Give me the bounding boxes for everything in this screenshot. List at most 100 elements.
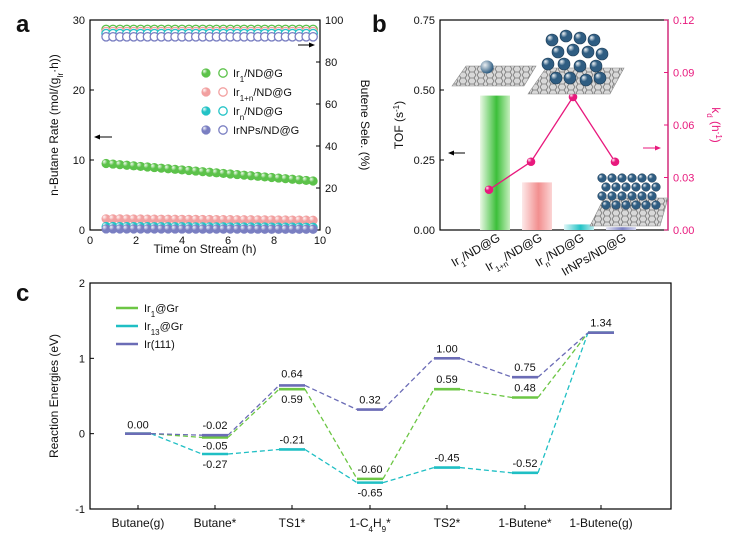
panel-c-y-tick-label: 2 (79, 278, 85, 290)
energy-data-label: 0.00 (127, 420, 148, 432)
panel-label-a: a (16, 11, 30, 38)
energy-data-label: -0.60 (357, 464, 382, 476)
energy-connector (304, 384, 358, 411)
panel-c-category-label: Butane(g) (112, 516, 165, 530)
panel-c-legend: Ir1@Gr Ir13@Gr Ir(111) (116, 303, 183, 351)
energy-data-label: 1.34 (590, 318, 611, 330)
panel-a-right-tick-label: 60 (325, 99, 337, 111)
panel-b-right-tick-label: 0.06 (673, 120, 694, 132)
energy-data-label: 0.59 (436, 374, 457, 386)
legend-entry: Ir13@Gr (144, 321, 183, 337)
energy-data-label: -0.27 (202, 459, 227, 471)
legend-open-marker (218, 125, 228, 135)
panel-label-c: c (16, 280, 29, 307)
legend-entry: Ir(111) (144, 339, 175, 351)
panel-a-right-ticks: 0 20 40 60 80 100 (316, 15, 343, 237)
energy-data-label: 0.64 (281, 368, 302, 380)
panel-c-category-label: 1-Butene(g) (569, 516, 632, 530)
panel-b-kd-line (484, 92, 620, 195)
legend-open-marker (218, 106, 228, 116)
energy-data-label: -0.21 (279, 434, 304, 446)
energy-connector (227, 384, 280, 436)
panel-a-left-arrow (94, 134, 112, 140)
energy-connector (382, 357, 435, 411)
panel-a-left-tick-label: 20 (73, 85, 85, 97)
energy-data-label: -0.05 (202, 440, 227, 452)
energy-connector (537, 332, 589, 378)
energy-data-label: 0.59 (281, 394, 302, 406)
panel-c-category-label: TS2* (434, 516, 461, 530)
energy-data-label: -0.45 (434, 453, 459, 465)
panel-a-left-tick-label: 0 (79, 225, 85, 237)
panel-a-right-tick-label: 40 (325, 141, 337, 153)
energy-connector (459, 357, 513, 378)
panel-b-right-arrow (643, 145, 661, 151)
energy-data-label: -0.02 (202, 420, 227, 432)
panel-c-y-tick-label: -1 (75, 504, 85, 516)
panel-label-b: b (372, 11, 387, 38)
energy-connector (304, 388, 358, 480)
panel-a-right-arrow (298, 42, 315, 48)
panel-b-chart: 0.00 0.25 0.50 0.75 0.00 0.03 0.06 0.09 0.12 Ir… (392, 15, 724, 279)
panel-a-x-tick-label: 4 (179, 235, 185, 247)
energy-data-label: 0.75 (514, 362, 535, 374)
panel-a-x-ticks: 0 2 4 6 8 10 (87, 226, 326, 247)
energy-connector (382, 466, 435, 484)
panel-c-data-labels: 0.00 -0.02 -0.05 -0.27 0.64 0.59 -0.21 0.32 -0.6… (127, 318, 611, 500)
energy-data-label: 0.48 (514, 383, 535, 395)
panel-b-left-arrow (448, 150, 465, 156)
energy-connector (459, 388, 513, 399)
panel-c-ylabel: Reaction Energies (eV) (47, 334, 61, 458)
panel-a-left-ticks: 0 10 20 30 (73, 15, 94, 237)
panel-b-left-tick-label: 0.00 (414, 225, 435, 237)
panel-a-left-tick-label: 10 (73, 155, 85, 167)
panel-c-x-ticks (137, 505, 602, 509)
legend-entry: Ir1/ND@G (233, 68, 283, 84)
panel-b-right-tick-label: 0.12 (673, 15, 694, 27)
selectivity-point (308, 31, 318, 42)
panel-a-left-ylabel: n-Butane Rate (mol/(gIr·h)) (47, 54, 65, 196)
panel-c-energy-profiles (125, 331, 614, 484)
panel-a-x-tick-label: 6 (225, 235, 231, 247)
panel-b-left-ylabel: TOF (s-1) (392, 101, 407, 149)
panel-a-markers (101, 24, 318, 234)
kd-line (488, 95, 616, 191)
legend-open-marker (218, 87, 228, 97)
energy-connector (304, 448, 358, 484)
panel-c-category-label: 1-Butene* (498, 516, 552, 530)
legend-entry: Ir1@Gr (144, 303, 179, 319)
panel-c-category-labels: Butane(g) Butane* TS1* 1-C4H9* TS2* 1-Butene*… (112, 516, 633, 534)
panel-b-right-tick-label: 0.09 (673, 68, 694, 80)
panel-c-category-label: Butane* (194, 516, 237, 530)
single-atom-structure-image (451, 60, 537, 87)
panel-b-left-tick-label: 0.25 (414, 155, 435, 167)
panel-b-right-ylabel: kd (h-1) (706, 107, 724, 143)
tof-bar (564, 224, 594, 230)
panel-a-x-tick-label: 10 (314, 235, 326, 247)
legend-entry: IrNPs/ND@G (233, 125, 299, 137)
panel-a-left-tick-label: 30 (73, 15, 85, 27)
panel-c-y-tick-label: 1 (79, 353, 85, 365)
tof-bar (480, 95, 510, 230)
panel-a-x-tick-label: 8 (271, 235, 277, 247)
panel-c-category-label: TS1* (279, 516, 306, 530)
energy-data-label: 0.32 (359, 395, 380, 407)
panel-b-left-ticks: 0.00 0.25 0.50 0.75 (414, 15, 444, 237)
energy-data-label: 1.00 (436, 343, 457, 355)
panel-b-right-tick-label: 0.00 (673, 225, 694, 237)
panel-b-bars (480, 95, 636, 230)
panel-a-right-tick-label: 0 (325, 225, 331, 237)
panel-b-right-tick-label: 0.03 (673, 173, 694, 185)
panel-b-right-ticks: 0.00 0.03 0.06 0.09 0.12 (664, 15, 694, 237)
legend-entry: Irn/ND@G (233, 106, 283, 122)
panel-b-left-tick-label: 0.75 (414, 15, 435, 27)
panel-a-x-tick-label: 2 (133, 235, 139, 247)
panel-a-right-tick-label: 20 (325, 183, 337, 195)
panel-b-left-tick-label: 0.50 (414, 85, 435, 97)
panel-a-x-label: Time on Stream (h) (154, 242, 257, 256)
energy-connector (537, 332, 589, 474)
energy-connector (150, 433, 203, 455)
